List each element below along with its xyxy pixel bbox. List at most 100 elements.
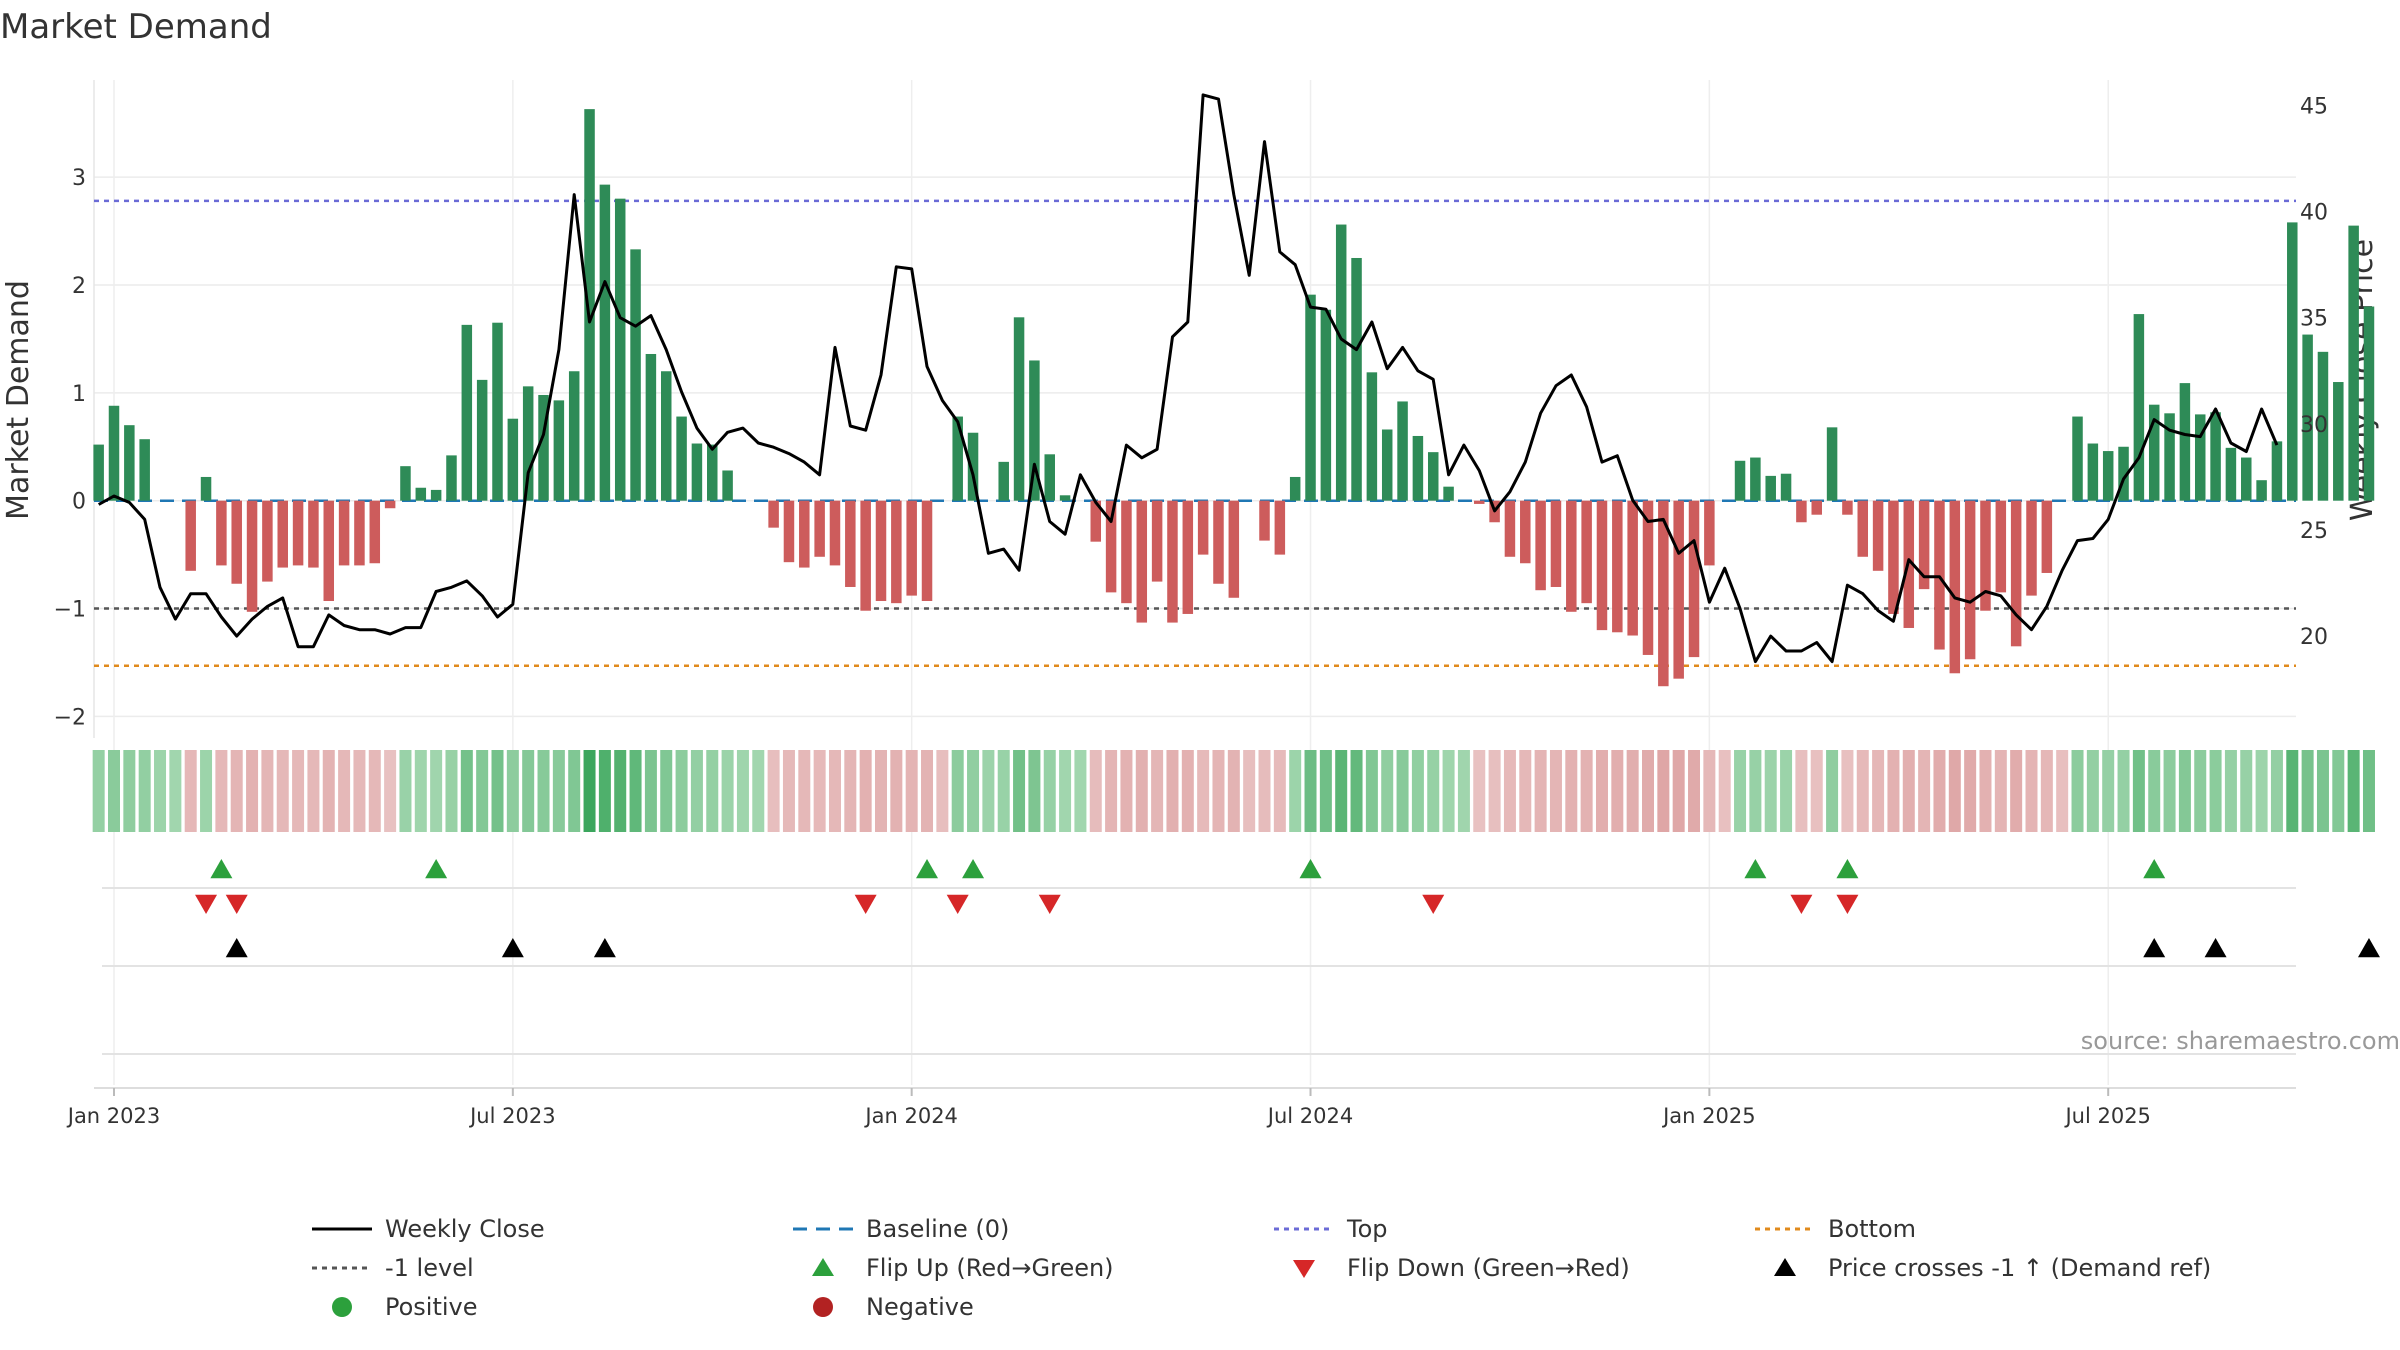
positive-demand-bar [2072,416,2083,501]
negative-demand-bar [1964,500,1976,660]
positive-demand-bar [2271,441,2283,501]
y2-tick-label: 35 [2300,307,2328,332]
heat-strip-cell [1503,750,1516,832]
heat-strip-cell [1488,750,1501,832]
heat-strip-cell [460,750,473,832]
heat-strip-cell [1994,750,2007,832]
positive-demand-bar [553,400,565,501]
y-tick-label: −1 [54,598,86,623]
legend-label: Top [1346,1215,1388,1243]
heat-strip-cell [1396,750,1409,832]
heat-strip-cell [1350,750,1363,832]
negative-demand-bar [1627,500,1638,636]
flip-up-marker [1744,859,1767,879]
negative-demand-bar [1121,500,1132,604]
positive-demand-bar [1029,360,1040,501]
heat-strip-cell [828,750,841,832]
legend-label: Negative [866,1293,974,1321]
heat-strip-cell [261,750,274,832]
heat-strip-cell [276,750,289,832]
heat-strip-cell [2255,750,2268,832]
heat-strip-cell [2102,750,2115,832]
heat-strip-cell [1826,750,1839,832]
heat-strip-cell [2316,750,2329,832]
negative-demand-bar [323,500,335,602]
positive-demand-bar [2102,451,2114,501]
negative-demand-bar [1642,500,1654,655]
negative-demand-bar [1980,500,1991,611]
heat-strip-cell [1902,750,1915,832]
negative-demand-bar [1673,500,1684,679]
heat-strip-cell [644,750,657,832]
negative-demand-bar [1995,500,2007,593]
price-cross-marker [593,938,616,958]
heat-strip-cell [782,750,795,832]
y2-tick-label: 45 [2300,94,2328,119]
positive-demand-bar [1366,372,1378,501]
x-tick-label: Jan 2025 [1661,1104,1756,1128]
heat-strip-cell [629,750,642,832]
positive-demand-bar [998,461,1009,501]
heat-strip-cell [1427,750,1440,832]
heat-strip-cell [414,750,427,832]
positive-demand-bar [2133,314,2145,501]
positive-demand-bar [1381,429,1393,501]
negative-demand-bar [246,500,258,612]
heat-strip-cell [353,750,366,832]
positive-demand-bar [2302,334,2313,501]
legend: Weekly Close Baseline (0) Top Bottom -1 leve… [312,1215,2211,1321]
positive-demand-bar [707,444,718,501]
axis-ticks-layer: −2 −1 0 1 2 3 20 25 30 35 40 45 Jan 2023 Jul 2023 Jan … [54,94,2328,1128]
y-tick-label: 1 [72,382,86,407]
heat-strip-cell [1872,750,1885,832]
heat-strip-cell [537,750,550,832]
flip-down-marker [854,894,877,914]
heat-strip-cell [1335,750,1348,832]
price-cross-marker [2204,938,2227,958]
y2-tick-label: 30 [2300,413,2328,438]
x-tick-label: Jul 2024 [1266,1104,1353,1128]
positive-demand-bar [108,405,120,501]
heat-strip-cell [476,750,489,832]
flip-up-marker [210,859,233,879]
heat-strip-cell [1749,750,1762,832]
flip-up-marker [1299,859,1322,879]
heat-strip-cell [2286,750,2299,832]
positive-demand-bar [124,425,135,501]
heat-strip-cell [1933,750,1946,832]
negative-demand-bar [1550,500,1562,587]
positive-demand-bar [1427,452,1439,501]
heat-strip-cell [1273,750,1286,832]
positive-demand-bar [93,444,104,501]
heat-strip-cell [1534,750,1547,832]
positive-demand-bar [1320,309,1332,501]
positive-demand-bar [2317,351,2329,501]
negative-demand-bar [1872,500,1884,571]
heat-strip-cell [736,750,749,832]
legend-swatch-dot [813,1297,833,1317]
negative-demand-bar [1504,500,1516,557]
positive-demand-bar [691,443,703,501]
heat-strip-cell [2163,750,2176,832]
legend-item: Negative [813,1293,974,1321]
y2-tick-label: 40 [2300,201,2328,226]
negative-demand-bar [829,500,841,566]
heat-strip-cell [2117,750,2130,832]
negative-demand-bar [2041,500,2053,573]
positive-demand-bar [1351,257,1362,501]
heat-strip-cell [2178,750,2191,832]
heat-strip-cell [92,750,105,832]
heat-strip-cell [675,750,688,832]
heat-strip-cell [1734,750,1747,832]
heat-strip-cell [1718,750,1731,832]
heat-strip-cell [2224,750,2237,832]
legend-swatch-dot [332,1297,352,1317]
negative-demand-bar [1704,500,1715,566]
chart-title: Market Demand [0,7,272,47]
positive-demand-bar [2210,412,2221,501]
heat-strip-cell [2071,750,2084,832]
positive-demand-bar [1765,475,1776,501]
negative-demand-bar [891,500,902,604]
heat-strip-cell [1642,750,1654,832]
